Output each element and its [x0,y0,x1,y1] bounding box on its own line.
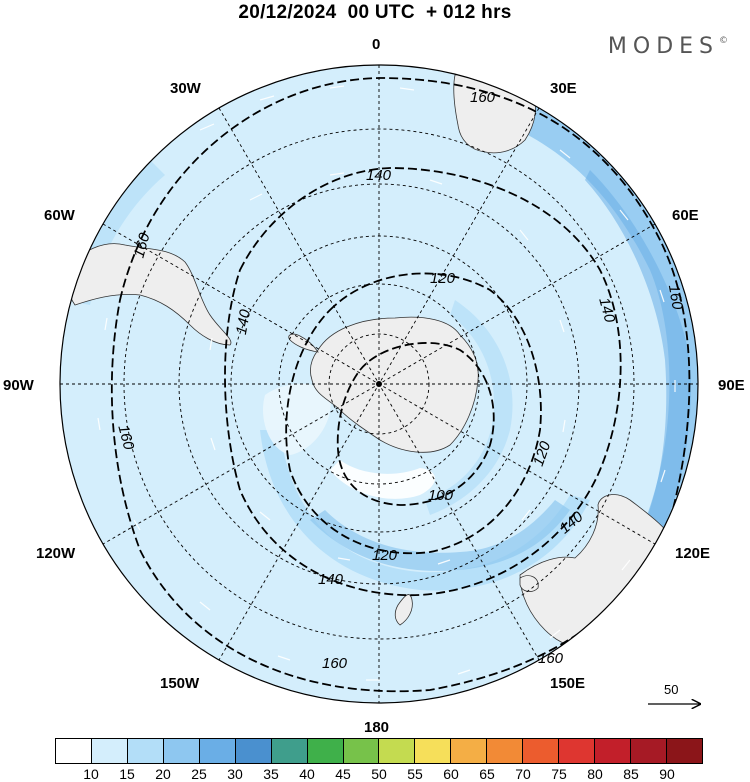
colorbar-swatch [199,739,236,763]
colorbar-swatch [91,739,128,763]
wind-band-south [260,430,590,591]
longitude-label-group: 0 30E 60E 90E 120E 150E 180 150W 120W 90… [3,36,745,736]
lon-label-150e: 150E [550,675,585,692]
lon-label-60e: 60E [672,207,699,224]
brand-logo: MODES© [608,34,728,59]
brand-name: MODES [607,34,719,59]
contour-label: 140 [318,571,344,588]
antarctic-peninsula [288,333,319,353]
colorbar-swatch [56,739,92,763]
colorbar-tick-label: 70 [515,766,531,782]
colorbar-swatch [235,739,272,763]
colorbar-tick-label: 35 [263,766,279,782]
reference-vector-label: 50 [664,682,679,697]
contour-100 [336,342,495,506]
contour-label: 140 [595,296,618,325]
contour-label: 160 [322,655,348,672]
colorbar-tick-label: 40 [299,766,315,782]
lon-label-90e: 90E [718,377,745,394]
contour-label: 140 [233,308,254,336]
wind-band-east-inner [585,170,691,545]
colorbar-tick-label: 10 [83,766,99,782]
lon-label-30e: 30E [550,80,577,97]
colorbar-swatch [451,739,488,763]
colorbar-swatch [379,739,416,763]
south-america [66,243,232,346]
colorbar-tick-label: 75 [551,766,567,782]
colorbar-swatch [415,739,452,763]
tasmania [519,575,539,592]
colorbar-tick-label: 15 [119,766,135,782]
colorbar-tick-label: 20 [155,766,171,782]
colorbar-tick-label: 65 [479,766,495,782]
wind-band-south-strong [310,500,570,571]
map-fill-layer [60,65,698,703]
contour-label: 100 [428,487,454,504]
colorbar-swatch [343,739,380,763]
lon-label-30w: 30W [170,80,202,97]
lon-label-0: 0 [372,36,380,53]
colorbar-swatch [271,739,308,763]
weak-wind-patch [262,383,331,455]
lon-label-90w: 90W [3,377,35,394]
lon-label-60w: 60W [44,207,76,224]
map-boundary [59,64,699,704]
contour-label: 120 [372,547,398,564]
lon-label-120e: 120E [675,545,710,562]
wind-vectors [97,85,676,681]
colorbar-swatch [631,739,667,763]
colorbar-tick-label: 60 [443,766,459,782]
colorbar-tick-label: 45 [335,766,351,782]
colorbar-tick-label: 55 [407,766,423,782]
contour-label: 120 [430,270,456,287]
colorbar-swatch [307,739,344,763]
south-pole-marker [376,381,382,387]
colorbar-tick-label: 80 [587,766,603,782]
colorbar-swatch [487,739,524,763]
wind-band-inner-ring [425,300,513,515]
colorbar-tick-label: 30 [227,766,243,782]
colorbar-swatch [523,739,560,763]
contour-120 [285,272,542,555]
colorbar [55,738,703,764]
africa [453,72,536,154]
wind-band-east [470,75,698,650]
contour-label: 160 [665,283,686,311]
colorbar-swatch [127,739,164,763]
contour-140 [224,167,622,596]
contour-label: 140 [366,167,392,184]
brand-mark: © [719,36,728,46]
lon-label-150w: 150W [160,675,200,692]
colorbar-swatch [559,739,596,763]
colorbar-tick-label: 25 [191,766,207,782]
colorbar-tick-label: 50 [371,766,387,782]
contour-label: 160 [114,423,137,452]
colorbar-tick-label: 85 [623,766,639,782]
lon-label-180: 180 [364,719,389,736]
colorbar-swatch [666,739,702,763]
contour-label: 160 [131,231,154,260]
contour-label: 160 [538,650,564,667]
lon-label-120w: 120W [36,545,76,562]
new-zealand [394,594,413,626]
colorbar-ticks: 10 15 20 25 30 35 40 45 50 55 60 65 70 75 80 85 90 [55,766,703,782]
map-title: 20/12/2024 00 UTC + 012 hrs [238,2,512,23]
colorbar-swatch [163,739,200,763]
contour-label: 160 [470,89,496,106]
colorbar-swatch [595,739,631,763]
colorbar-tick-label: 90 [659,766,675,782]
